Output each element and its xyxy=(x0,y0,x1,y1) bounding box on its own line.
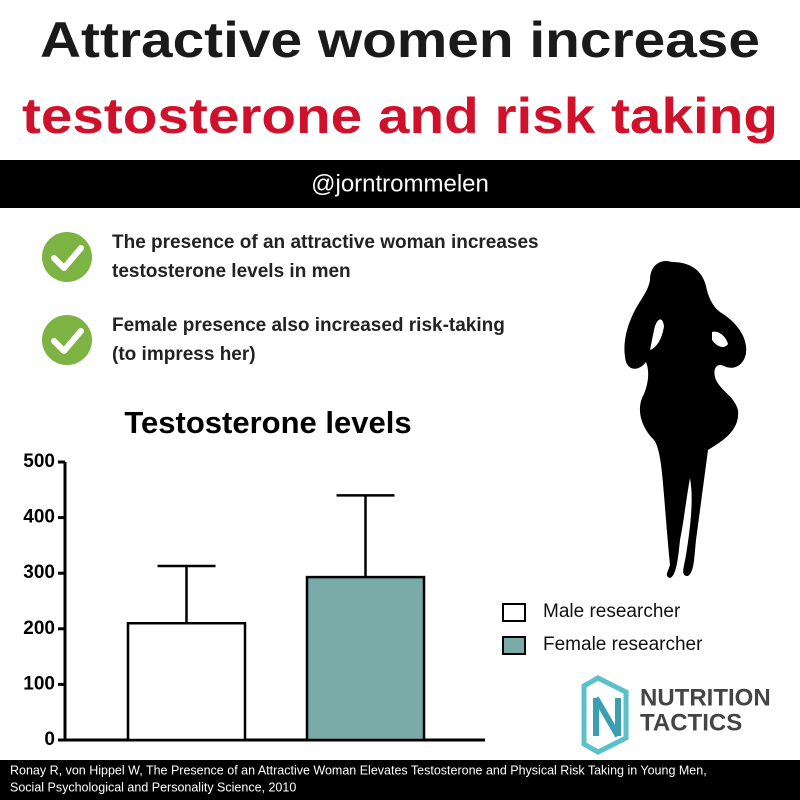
title-line2: testosterone and risk taking xyxy=(22,88,778,144)
handle-band xyxy=(0,160,800,208)
y-tick-label: 0 xyxy=(44,729,55,750)
bullet-text: (to impress her) xyxy=(112,344,256,365)
legend-swatch xyxy=(502,603,526,622)
bar xyxy=(305,575,426,742)
chart-title: Testosterone levels xyxy=(124,405,411,440)
y-tick-label: 500 xyxy=(23,451,55,472)
legend-label: Female researcher xyxy=(543,634,703,655)
check-icon xyxy=(42,315,92,365)
check-icon xyxy=(42,232,92,282)
bullet-text: The presence of an attractive woman incr… xyxy=(112,232,539,253)
y-tick-label: 200 xyxy=(23,618,55,639)
y-tick-label: 400 xyxy=(23,507,55,528)
legend-label: Male researcher xyxy=(543,601,681,622)
logo-icon xyxy=(581,675,629,755)
citation-line: Ronay R, von Hippel W, The Presence of a… xyxy=(10,763,707,777)
title-line1: Attractive women increase xyxy=(40,12,760,68)
bullet-text: Female presence also increased risk-taki… xyxy=(112,315,505,336)
logo-text: NUTRITION xyxy=(640,684,771,711)
silhouette xyxy=(624,260,747,578)
legend-swatch xyxy=(502,636,526,655)
logo-text: TACTICS xyxy=(640,709,742,736)
handle: @jorntrommelen xyxy=(311,170,489,197)
bullet-text: testosterone levels in men xyxy=(112,261,351,282)
y-tick-label: 100 xyxy=(23,673,55,694)
citation-band xyxy=(0,760,800,800)
y-tick-label: 300 xyxy=(23,562,55,583)
citation-line: Social Psychological and Personality Sci… xyxy=(10,780,296,794)
bar xyxy=(126,621,247,742)
